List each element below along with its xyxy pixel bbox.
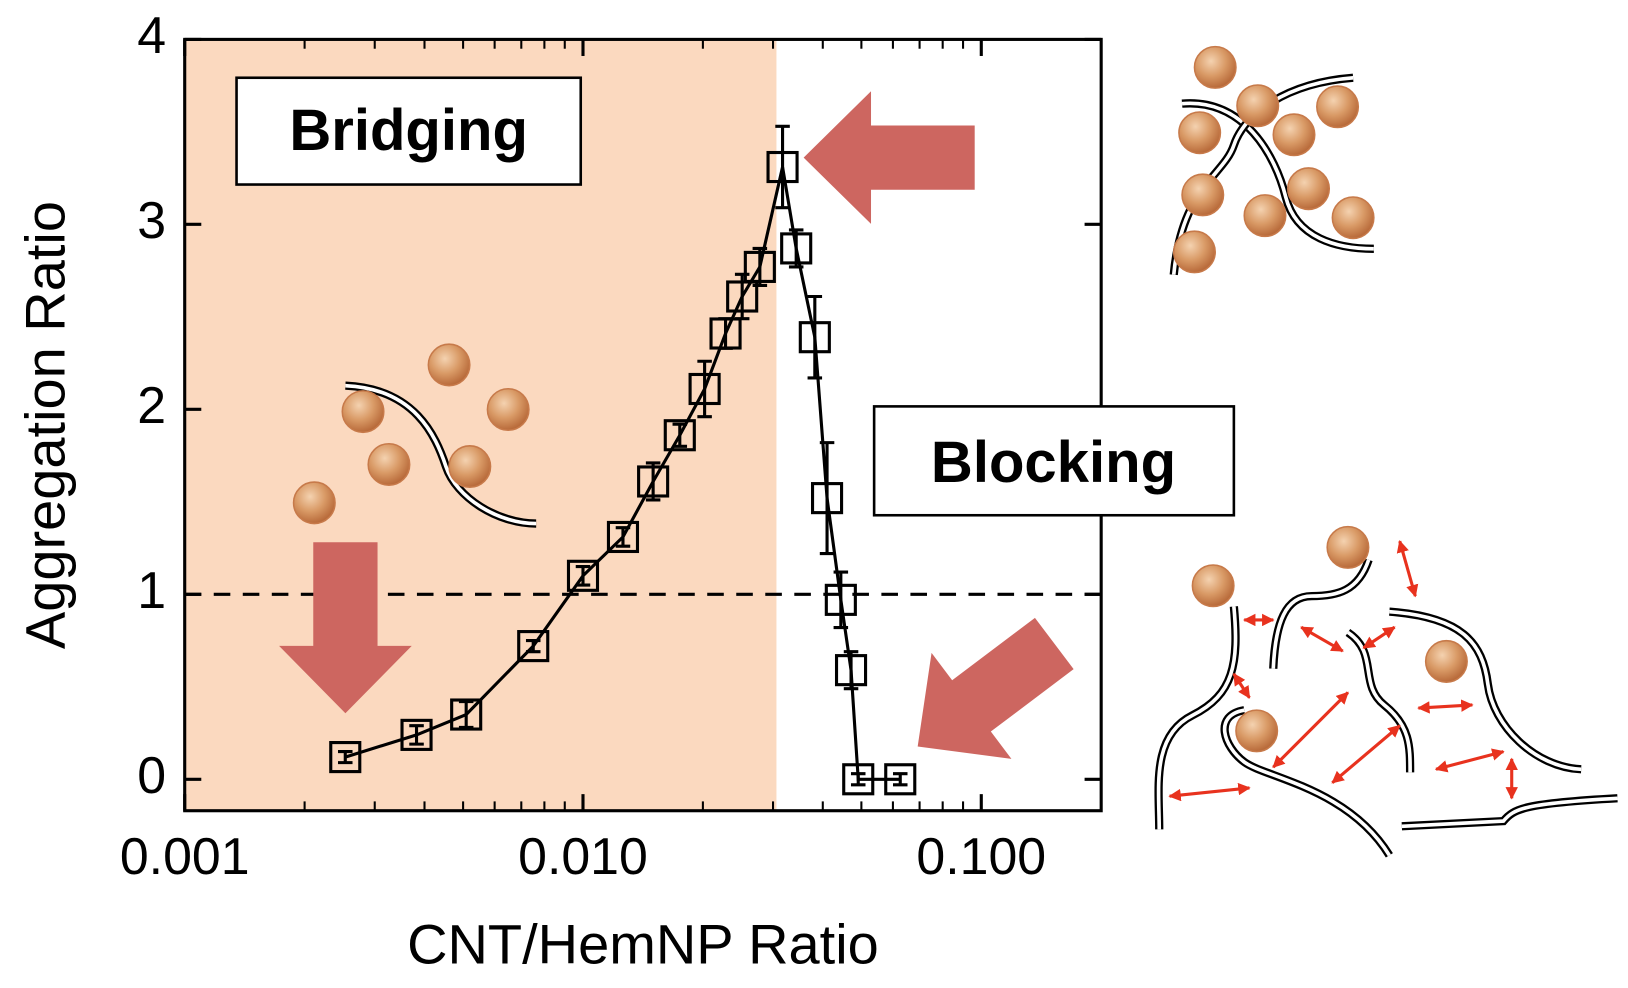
error-bar [850,772,866,787]
data-line [344,166,901,781]
data-point [743,250,776,283]
data-point [663,419,696,452]
annotation-bridging-box: Bridging [235,76,583,186]
error-bar [645,461,661,502]
data-point [450,698,483,731]
data-point [726,280,759,313]
error-bar [843,650,859,691]
annotation: Blocking [931,430,1176,495]
data-point [824,583,857,616]
error-bar [833,570,849,630]
error-bar [788,228,804,269]
illustration-left [292,343,537,528]
error-bar [672,422,688,448]
data-point [637,465,670,498]
error-bar [525,638,541,654]
data-point [329,741,362,774]
illustration-blocking [1154,525,1618,858]
x-tick-label: 0.010 [518,827,648,885]
data-point [606,520,640,554]
error-bar [409,724,424,746]
error-bar [819,441,835,556]
arrows [279,91,1074,759]
y-tick-label: 2 [137,376,166,434]
error-bar [807,294,823,380]
x-tick-label: 0.001 [120,827,250,885]
annotation: Bridging [289,98,528,163]
data-point [780,232,813,265]
x-axis-label: CNT/HemNP Ratio [407,912,879,975]
data-point [810,482,844,515]
error-bar [697,359,712,419]
error-bar [775,124,790,210]
data-point [688,372,721,406]
y-axis-label: Aggregation Ratio [14,201,77,649]
data-point [798,321,831,354]
y-tick-label: 1 [137,561,166,619]
y-tick-label: 3 [137,191,166,249]
error-bar [892,772,908,787]
error-bar [338,749,353,765]
data-point [400,718,433,751]
error-bar [575,565,591,587]
x-tick-label: 0.100 [916,827,1046,885]
data-point [766,150,799,184]
y-tick-label: 0 [137,746,166,804]
error-bar [458,700,474,730]
data-point [709,317,742,350]
data-point [834,654,868,687]
error-bar [615,526,631,548]
data-point [566,559,600,592]
illustration-bridging [1169,45,1375,276]
data-point [842,763,875,796]
data-point [517,630,550,663]
annotation-blocking-box: Blocking [872,405,1236,517]
error-bar [752,246,768,287]
data-point [884,763,917,796]
y-tick-label: 4 [137,6,166,64]
